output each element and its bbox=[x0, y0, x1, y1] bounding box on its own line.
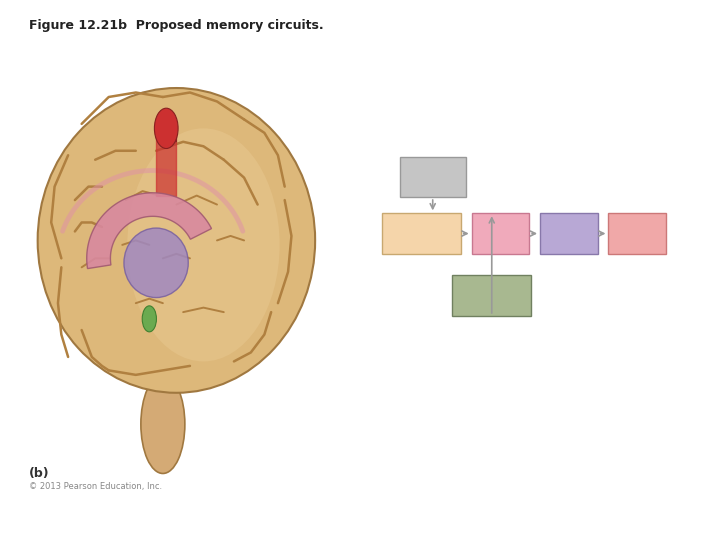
Text: (b): (b) bbox=[29, 467, 50, 480]
Ellipse shape bbox=[154, 108, 178, 148]
Polygon shape bbox=[86, 193, 212, 268]
Ellipse shape bbox=[141, 375, 185, 474]
Text: © 2013 Pearson Education, Inc.: © 2013 Pearson Education, Inc. bbox=[29, 482, 162, 491]
Ellipse shape bbox=[124, 228, 188, 298]
Polygon shape bbox=[156, 111, 176, 142]
FancyBboxPatch shape bbox=[608, 213, 666, 254]
FancyBboxPatch shape bbox=[540, 213, 598, 254]
FancyBboxPatch shape bbox=[382, 213, 461, 254]
Ellipse shape bbox=[143, 306, 156, 332]
FancyBboxPatch shape bbox=[400, 157, 466, 197]
FancyBboxPatch shape bbox=[472, 213, 529, 254]
FancyBboxPatch shape bbox=[452, 275, 531, 316]
Ellipse shape bbox=[127, 129, 279, 361]
Ellipse shape bbox=[37, 88, 315, 393]
Text: Figure 12.21b  Proposed memory circuits.: Figure 12.21b Proposed memory circuits. bbox=[29, 19, 323, 32]
